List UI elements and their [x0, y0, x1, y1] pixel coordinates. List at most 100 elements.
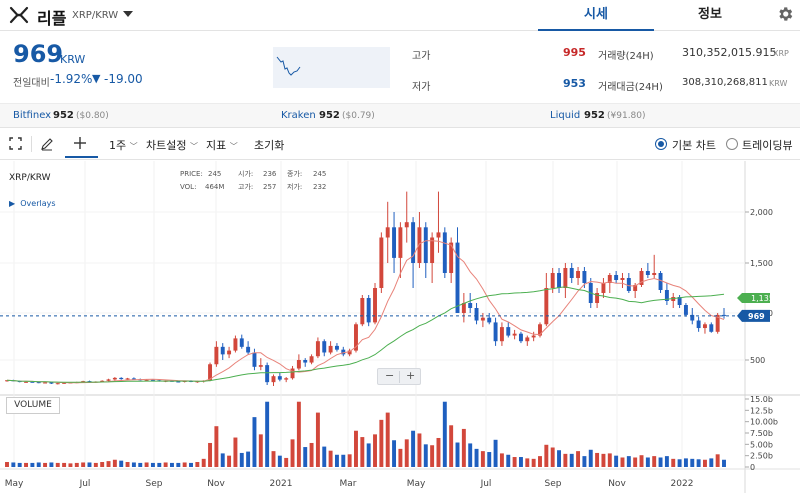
chart-settings-label: 차트설정	[146, 139, 187, 152]
volume-bar	[645, 457, 650, 467]
volume-bar	[633, 457, 638, 467]
volume-bar	[303, 447, 308, 467]
volume-bar	[62, 462, 67, 467]
candle-body	[576, 271, 581, 278]
candle-body	[239, 338, 244, 347]
volume-tick-label: 2.50b	[750, 452, 773, 461]
volume-bar	[265, 401, 270, 467]
volume-bar	[518, 457, 523, 467]
exchange-name[interactable]: Liquid	[550, 110, 581, 121]
chart-settings-menu[interactable]: 차트설정 ﹀	[146, 137, 198, 153]
fullscreen-icon[interactable]	[9, 137, 22, 150]
volume-24h-label: 거래량(24H)	[598, 51, 654, 62]
candle-body	[709, 324, 714, 332]
volume-bar	[112, 459, 117, 467]
gear-icon[interactable]	[776, 5, 794, 23]
candle-body	[487, 317, 492, 323]
time-tick-label: 2022	[671, 479, 694, 489]
exchange-price: 952	[53, 110, 74, 121]
volume-bar	[455, 442, 460, 467]
volume-bar	[208, 442, 213, 467]
volume-bar	[189, 462, 193, 467]
tradingview-label[interactable]: 트레이딩뷰	[742, 139, 793, 152]
volume-bar	[588, 449, 593, 467]
volume-bar	[626, 456, 631, 467]
volume-bar	[538, 456, 542, 467]
volume-bar	[144, 462, 149, 467]
value-24h-label: 거래대금(24H)	[598, 82, 663, 93]
candle-body	[360, 298, 365, 325]
tab-quote[interactable]: 시세	[538, 0, 654, 31]
candle-body	[246, 346, 251, 353]
volume-bar	[176, 462, 181, 467]
candle-body	[696, 320, 701, 329]
chevron-down-icon[interactable]	[123, 11, 133, 17]
exchange-name[interactable]: Kraken	[281, 110, 316, 121]
candle-body	[290, 368, 295, 379]
candle-body	[227, 350, 232, 355]
volume-bar	[100, 462, 105, 467]
ma-price-tag: 1,135	[737, 293, 774, 303]
candle-body	[595, 293, 600, 303]
chevron-down-icon: ﹀	[189, 142, 198, 151]
pair-label[interactable]: XRP/KRW	[72, 10, 119, 21]
sparkline	[273, 47, 390, 88]
time-tick-label: Mar	[340, 479, 357, 489]
exchange-name[interactable]: Bitfinex	[13, 110, 52, 121]
volume-toggle-button[interactable]: VOLUME	[6, 397, 60, 414]
candle-body	[354, 324, 358, 351]
candle-body	[106, 379, 111, 381]
candle-body	[30, 381, 35, 383]
volume-bar	[411, 430, 416, 467]
ohlc-vol-label: VOL:	[180, 183, 196, 191]
volume-bar	[614, 455, 619, 467]
zoom-out-button[interactable]: −	[385, 369, 395, 382]
price-unit: KRW	[60, 53, 86, 66]
basic-chart-radio[interactable]	[655, 138, 667, 150]
volume-bar	[366, 443, 371, 467]
crosshair-icon[interactable]	[73, 136, 87, 150]
candle-body	[303, 360, 308, 363]
candle-body	[461, 303, 466, 313]
candle-body	[328, 345, 333, 353]
candle-body	[392, 227, 397, 258]
basic-chart-label[interactable]: 기본 차트	[672, 139, 716, 152]
volume-bar	[36, 462, 41, 467]
volume-bar	[163, 462, 168, 467]
volume-bar	[334, 454, 339, 467]
tradingview-radio[interactable]	[726, 138, 738, 150]
candle-body	[315, 341, 320, 357]
candle-body	[563, 268, 568, 288]
tab-info[interactable]: 정보	[698, 7, 722, 22]
volume-bar	[442, 401, 447, 467]
volume-bar	[258, 434, 263, 467]
overlays-label: Overlays	[20, 199, 56, 208]
zoom-in-button[interactable]: +	[406, 369, 416, 382]
exchange-strip: Bitfinex 952 ($0.80) Kraken 952 ($0.79) …	[0, 103, 800, 128]
volume-bar	[315, 412, 320, 467]
candle-body	[265, 365, 270, 383]
reset-button[interactable]: 초기화	[254, 139, 285, 152]
candle-body	[677, 297, 682, 305]
candle-body	[36, 382, 41, 384]
exchange-sub: ($0.80)	[76, 111, 109, 121]
candle-body	[442, 232, 447, 273]
volume-bar	[468, 443, 473, 467]
change-label: 전일대비	[13, 78, 50, 89]
indicators-menu[interactable]: 지표 ﹀	[206, 137, 238, 153]
candle-body	[531, 335, 536, 338]
candle-body	[639, 271, 644, 285]
volume-bar	[544, 444, 549, 467]
volume-tick-label: 12.5b	[750, 406, 773, 415]
candle-body	[296, 360, 301, 369]
candle-body	[176, 381, 181, 383]
volume-bar	[696, 459, 701, 467]
time-tick-label: Sep	[545, 479, 562, 489]
overlays-toggle[interactable]: ▶ Overlays	[9, 199, 56, 208]
pencil-icon[interactable]	[40, 137, 54, 151]
candle-body	[385, 227, 390, 238]
period-select[interactable]: 1주 ﹀	[109, 137, 138, 153]
volume-bar	[499, 453, 504, 467]
